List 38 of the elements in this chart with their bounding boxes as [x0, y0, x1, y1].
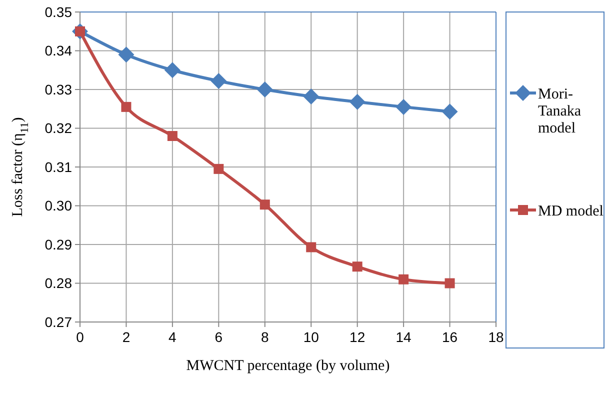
- y-tick-label: 0.32: [44, 120, 72, 136]
- y-tick-label: 0.29: [44, 236, 72, 252]
- x-axis-title: MWCNT percentage (by volume): [186, 358, 390, 374]
- point: [303, 88, 320, 104]
- point: [256, 82, 273, 98]
- point: [396, 98, 412, 115]
- y-tick-label: 0.28: [44, 275, 72, 292]
- x-tick-label: 10: [303, 329, 320, 345]
- point: [214, 164, 224, 174]
- x-tick-label: 12: [350, 329, 366, 345]
- y-tick-label: 0.35: [44, 4, 72, 20]
- x-tick-label: 4: [168, 329, 177, 345]
- point: [306, 242, 316, 252]
- y-tick-label: 0.30: [44, 198, 72, 214]
- x-tick-label: 16: [442, 329, 458, 345]
- point: [164, 62, 180, 78]
- x-tick-label: 6: [214, 329, 223, 345]
- point: [121, 102, 132, 112]
- point: [442, 104, 458, 120]
- point: [260, 200, 270, 210]
- point: [352, 262, 362, 272]
- x-tick-label: 14: [396, 329, 412, 345]
- y-tick-label: 0.33: [44, 81, 72, 98]
- x-tick-label: 2: [122, 329, 130, 345]
- point: [210, 72, 227, 89]
- y-tick-label: 0.31: [44, 158, 72, 175]
- legend-label: Mori-Tanaka model: [538, 86, 582, 136]
- legend-label: MD model: [538, 203, 604, 220]
- x-tick-label: 8: [260, 329, 269, 345]
- point: [444, 278, 455, 288]
- x-tick-label: 18: [488, 329, 504, 345]
- point: [349, 94, 366, 110]
- point: [118, 46, 134, 63]
- y-tick-label: 0.34: [44, 42, 72, 59]
- y-tick-label: 0.27: [44, 314, 72, 330]
- x-tick-label: 0: [76, 329, 84, 345]
- point: [398, 274, 409, 284]
- point: [167, 131, 178, 141]
